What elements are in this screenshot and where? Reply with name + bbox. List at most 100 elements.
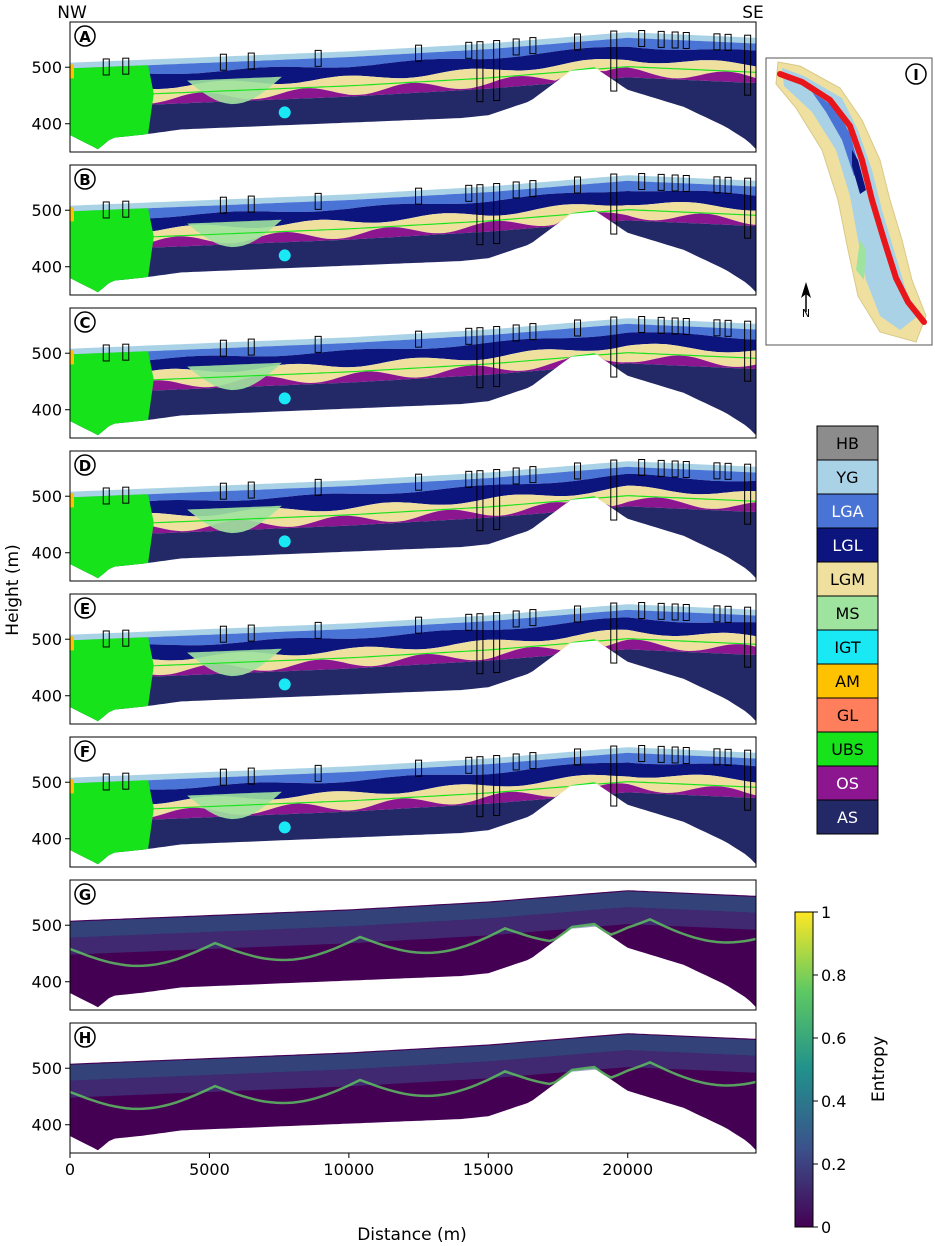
lens-ms — [70, 483, 756, 534]
borehole — [102, 487, 110, 505]
borehole — [314, 49, 322, 67]
borehole — [493, 469, 501, 531]
borehole — [574, 748, 582, 766]
borehole — [610, 745, 618, 807]
panel-badge — [74, 597, 96, 619]
legend-swatch-ms — [816, 595, 879, 631]
borehole — [465, 327, 473, 345]
panel-frame — [69, 736, 757, 868]
lens-am — [70, 350, 74, 365]
borehole — [574, 462, 582, 480]
lens-igt — [278, 106, 291, 119]
borehole — [657, 316, 665, 334]
legend-label-lgl: LGL — [832, 536, 862, 555]
borehole — [713, 33, 721, 51]
borehole — [247, 338, 255, 356]
panel-frame — [69, 164, 757, 296]
lens-ms — [70, 626, 756, 677]
layer-lga — [70, 180, 756, 219]
borehole — [529, 37, 537, 55]
panel-C: C 400 500 — [31, 307, 757, 439]
lens-am — [70, 779, 74, 794]
borehole — [512, 181, 520, 199]
borehole — [122, 57, 130, 75]
borehole — [671, 317, 679, 335]
borehole — [529, 323, 537, 341]
borehole — [512, 753, 520, 771]
borehole — [122, 772, 130, 790]
panel-frame — [69, 21, 757, 153]
layer-yg — [70, 747, 756, 784]
y-tick-label: 500 — [31, 344, 62, 363]
borehole — [415, 187, 423, 205]
borehole — [476, 184, 484, 246]
legend-label-am: AM — [835, 672, 860, 691]
borehole — [610, 173, 618, 235]
y-tick-label: 400 — [31, 544, 62, 563]
nw-label: NW — [57, 3, 87, 23]
lens-ubs — [70, 637, 756, 722]
lens-am — [70, 64, 74, 79]
map-profile-line — [777, 71, 927, 325]
borehole — [512, 38, 520, 56]
lens-ms — [70, 197, 756, 248]
panel-letter: G — [79, 886, 91, 904]
legend-label-ubs: UBS — [831, 740, 864, 759]
borehole — [493, 40, 501, 102]
lens-am — [70, 207, 74, 222]
north-arrow-icon — [801, 282, 811, 298]
panel-badge — [74, 25, 96, 47]
borehole — [529, 752, 537, 770]
entropy-colorbar: 0 0.2 0.4 0.6 0.8 1 Entropy — [794, 903, 889, 1237]
borehole — [529, 466, 537, 484]
y-tick-label: 500 — [31, 630, 62, 649]
borehole — [574, 176, 582, 194]
borehole — [122, 200, 130, 218]
borehole — [682, 174, 690, 192]
colorbar-gradient — [794, 911, 814, 1228]
x-axis: 0 5000 10000 15000 20000 — [65, 1153, 653, 1179]
panel-letter: D — [79, 457, 91, 475]
lens-igt — [278, 392, 291, 405]
borehole — [682, 746, 690, 764]
lens-ubs — [70, 65, 756, 150]
panel-frame — [69, 593, 757, 725]
borehole — [744, 34, 752, 96]
borehole — [415, 44, 423, 62]
borehole — [671, 31, 679, 49]
borehole — [574, 33, 582, 51]
borehole — [638, 602, 646, 620]
borehole — [219, 768, 227, 786]
borehole — [122, 486, 130, 504]
borehole — [657, 173, 665, 191]
borehole — [671, 460, 679, 478]
panel-letter: A — [79, 28, 91, 46]
borehole — [724, 748, 732, 766]
lens-am — [70, 636, 74, 651]
lens-igt — [278, 821, 291, 834]
borehole — [724, 33, 732, 51]
borehole — [744, 606, 752, 668]
legend-label-hb: HB — [836, 434, 859, 453]
map-inset: I N — [765, 57, 933, 346]
borehole — [610, 316, 618, 378]
borehole — [682, 317, 690, 335]
layer-yg — [70, 175, 756, 212]
panel-badge — [74, 168, 96, 190]
lens-am — [70, 493, 74, 508]
colorbar-tick-label: 0.8 — [821, 966, 846, 985]
borehole — [744, 749, 752, 811]
legend-label-os: OS — [836, 774, 859, 793]
lens-ms — [70, 769, 756, 820]
y-tick-label: 400 — [31, 401, 62, 420]
layer-as — [70, 782, 756, 865]
y-tick-label: 400 — [31, 973, 62, 992]
borehole — [314, 764, 322, 782]
legend-swatch-lgl — [816, 527, 879, 563]
borehole — [476, 756, 484, 818]
borehole — [724, 319, 732, 337]
borehole — [574, 605, 582, 623]
borehole — [744, 177, 752, 239]
legend-label-as: AS — [837, 808, 858, 827]
layer-as — [70, 496, 756, 579]
